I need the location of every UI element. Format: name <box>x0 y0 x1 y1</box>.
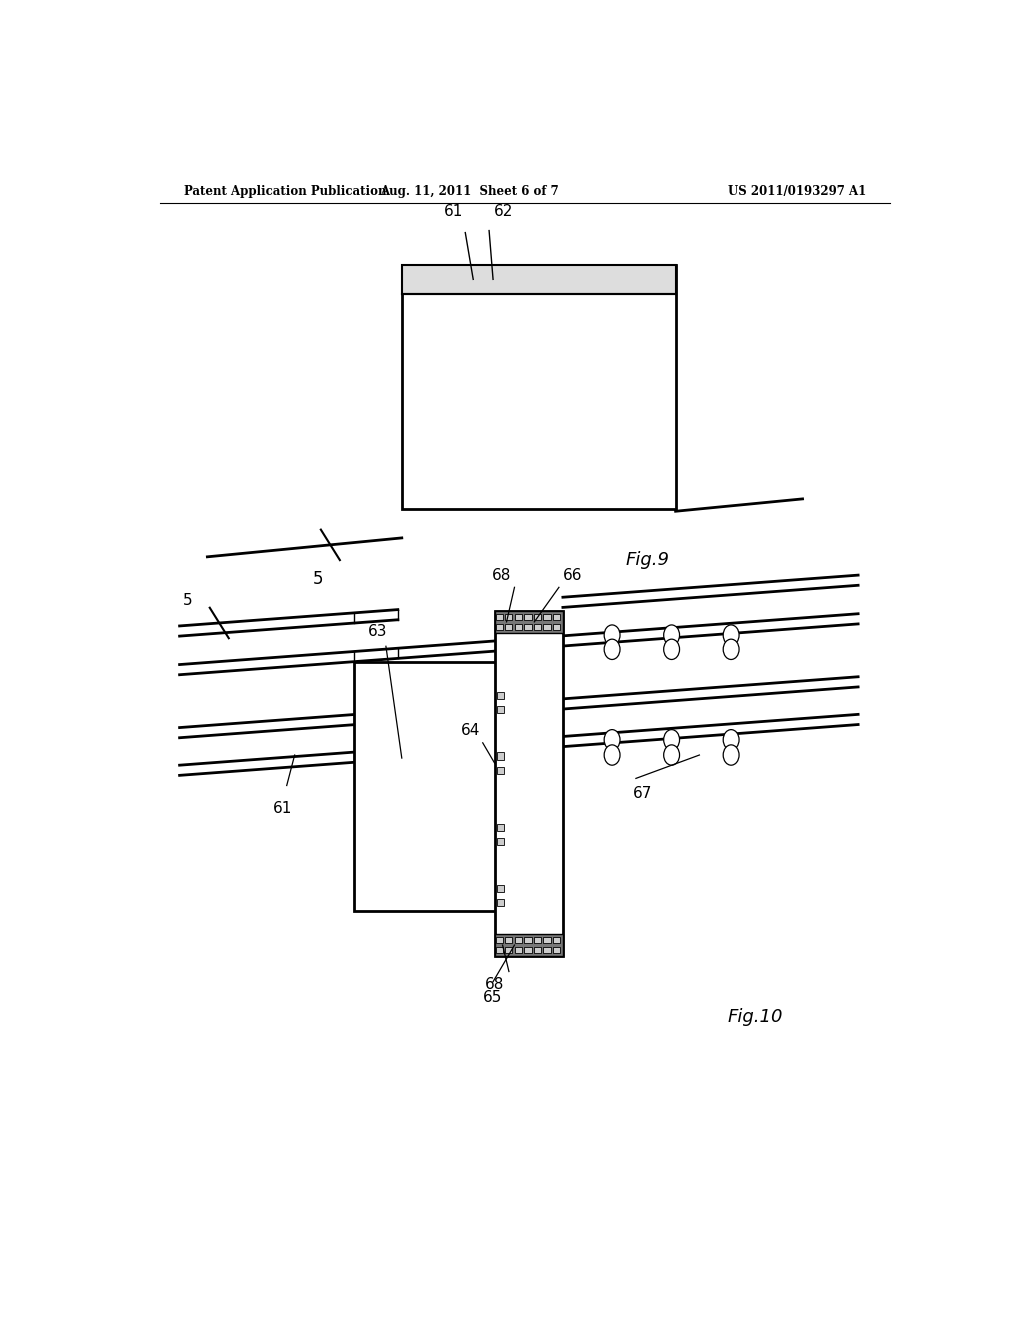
Bar <box>496 937 503 942</box>
Text: 67: 67 <box>633 785 652 800</box>
Text: 63: 63 <box>369 624 388 639</box>
Text: Fig.9: Fig.9 <box>626 550 670 569</box>
Bar <box>496 948 503 953</box>
Text: 61: 61 <box>443 205 463 219</box>
Bar <box>497 767 504 774</box>
Circle shape <box>604 730 621 750</box>
Bar <box>515 948 522 953</box>
Bar <box>553 937 560 942</box>
Bar <box>515 614 522 620</box>
Circle shape <box>723 744 739 766</box>
Circle shape <box>604 639 621 660</box>
Text: Patent Application Publication: Patent Application Publication <box>183 185 386 198</box>
Bar <box>497 884 504 892</box>
Bar <box>544 624 551 630</box>
Text: Aug. 11, 2011  Sheet 6 of 7: Aug. 11, 2011 Sheet 6 of 7 <box>380 185 559 198</box>
Bar <box>534 948 541 953</box>
Bar <box>534 937 541 942</box>
Circle shape <box>664 744 680 766</box>
Bar <box>515 937 522 942</box>
Bar <box>497 824 504 830</box>
Bar <box>496 614 503 620</box>
Text: 5: 5 <box>182 593 193 609</box>
Bar <box>553 948 560 953</box>
Bar <box>506 614 512 620</box>
Bar <box>497 706 504 713</box>
Bar <box>497 838 504 845</box>
Circle shape <box>664 624 680 645</box>
Bar <box>497 692 504 698</box>
Text: US 2011/0193297 A1: US 2011/0193297 A1 <box>728 185 866 198</box>
Bar <box>524 937 531 942</box>
Bar <box>544 948 551 953</box>
Bar <box>497 899 504 906</box>
Bar <box>506 937 512 942</box>
Circle shape <box>723 639 739 660</box>
Text: 62: 62 <box>494 205 513 219</box>
Bar <box>497 752 504 759</box>
Circle shape <box>604 744 621 766</box>
Bar <box>544 614 551 620</box>
Text: 65: 65 <box>483 990 503 1005</box>
Circle shape <box>664 639 680 660</box>
Text: 68: 68 <box>484 977 504 991</box>
Text: 68: 68 <box>492 568 511 583</box>
Circle shape <box>723 730 739 750</box>
Bar <box>495 935 563 956</box>
Text: 61: 61 <box>273 801 293 816</box>
Circle shape <box>664 730 680 750</box>
Bar <box>524 624 531 630</box>
Bar <box>401 265 676 510</box>
Bar <box>544 937 551 942</box>
Bar <box>524 948 531 953</box>
Text: 64: 64 <box>461 723 480 738</box>
Bar <box>401 265 676 293</box>
Text: 66: 66 <box>563 568 583 583</box>
Bar <box>553 614 560 620</box>
Circle shape <box>604 624 621 645</box>
Text: 5: 5 <box>313 570 324 587</box>
Bar <box>506 948 512 953</box>
Bar <box>553 624 560 630</box>
Bar <box>354 661 497 911</box>
Bar <box>515 624 522 630</box>
Bar <box>496 624 503 630</box>
Bar <box>495 611 563 634</box>
Bar <box>534 624 541 630</box>
Circle shape <box>723 624 739 645</box>
Text: Fig.10: Fig.10 <box>727 1008 782 1026</box>
Bar <box>495 611 563 956</box>
Bar <box>534 614 541 620</box>
Bar <box>506 624 512 630</box>
Bar <box>524 614 531 620</box>
